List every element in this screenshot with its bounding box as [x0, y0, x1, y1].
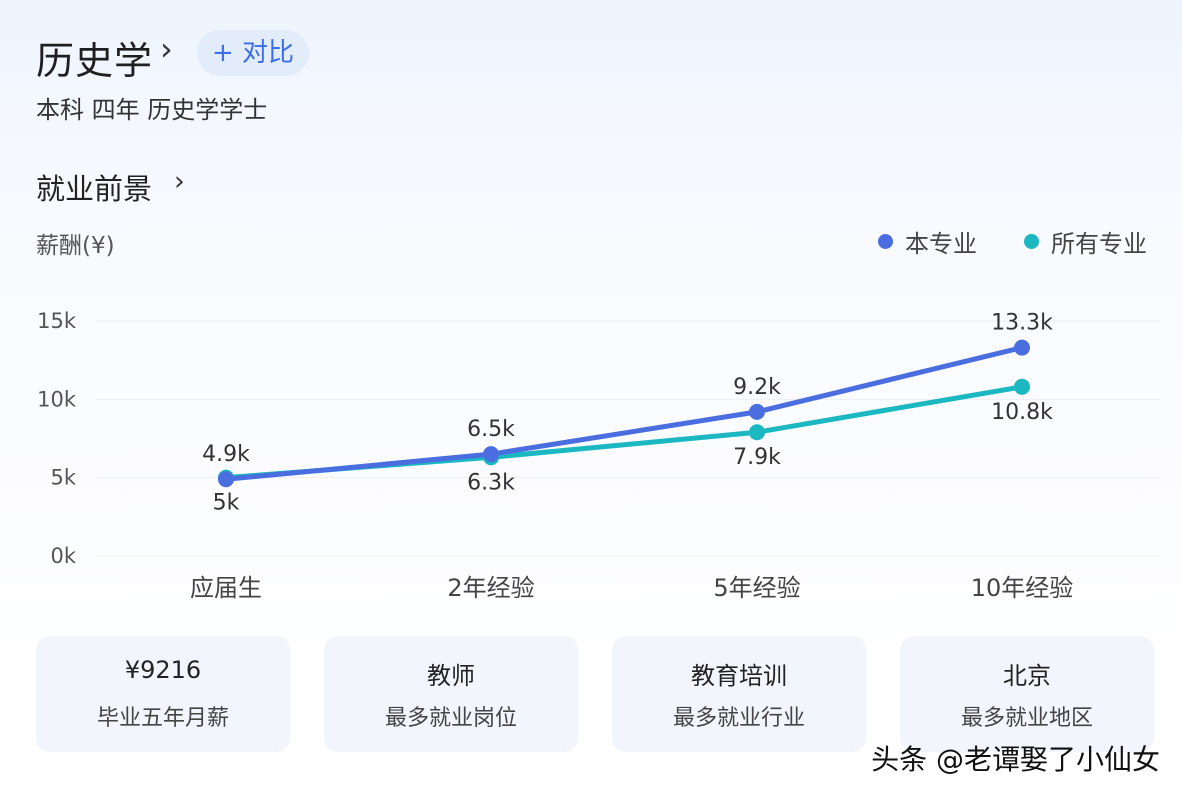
- watermark: 头条 @老谭娶了小仙女: [871, 743, 1160, 776]
- series-line-this-major: [223, 345, 1025, 482]
- data-point: [749, 424, 765, 441]
- data-point: [1014, 339, 1030, 356]
- data-point: [483, 446, 499, 463]
- degree-info: 本科 四年 历史学学士: [36, 96, 268, 124]
- x-tick-label: 应届生: [190, 574, 262, 602]
- legend-label: 本专业: [905, 230, 977, 258]
- data-label: 7.9k: [733, 445, 781, 470]
- data-label: 9.2k: [733, 375, 781, 400]
- data-label: 6.5k: [467, 417, 515, 442]
- x-tick-label: 2年经验: [447, 574, 534, 602]
- y-tick-label: 10k: [37, 387, 77, 411]
- data-point: [218, 471, 234, 488]
- card-label: 最多就业行业: [672, 706, 805, 731]
- stat-card-salary[interactable]: ¥9216 毕业五年月薪: [36, 636, 290, 752]
- legend-dot-icon: [878, 234, 893, 249]
- salary-line-chart: 0k 5k 10k 15k 应届生 2年经验 5年经验 10年经验 4.9k 6.5k 9.2k 13…: [37, 309, 1160, 602]
- legend-item-all-majors[interactable]: 所有专业: [1024, 224, 1147, 259]
- y-tick-label: 0k: [50, 544, 76, 568]
- y-axis-label: 薪酬(¥): [36, 233, 115, 259]
- legend-item-this-major[interactable]: 本专业: [878, 224, 977, 259]
- major-title[interactable]: 历史学: [36, 39, 154, 83]
- stat-card-region[interactable]: 北京 最多就业地区: [900, 636, 1154, 752]
- data-label: 6.3k: [467, 470, 515, 495]
- card-label: 毕业五年月薪: [96, 706, 229, 731]
- legend-dot-icon: [1024, 234, 1039, 249]
- y-tick-label: 15k: [37, 309, 77, 333]
- data-label: 13.3k: [991, 311, 1053, 336]
- y-tick-label: 5k: [50, 466, 76, 490]
- x-tick-label: 10年经验: [971, 574, 1074, 602]
- card-value: 北京: [1003, 662, 1051, 690]
- chevron-right-icon[interactable]: ›: [160, 30, 173, 68]
- stat-card-position[interactable]: 教师 最多就业岗位: [324, 636, 578, 752]
- card-value: 教育培训: [691, 662, 787, 690]
- card-label: 最多就业岗位: [384, 706, 517, 731]
- data-label: 4.9k: [202, 442, 250, 467]
- data-point: [749, 403, 765, 420]
- chevron-right-icon[interactable]: ›: [174, 166, 185, 197]
- legend-label: 所有专业: [1051, 230, 1147, 258]
- data-point: [1014, 378, 1030, 395]
- card-value: ¥9216: [124, 656, 202, 684]
- card-value: 教师: [427, 662, 475, 690]
- compare-button[interactable]: + 对比: [197, 30, 309, 76]
- stat-card-industry[interactable]: 教育培训 最多就业行业: [612, 636, 866, 752]
- card-label: 最多就业地区: [960, 706, 1093, 731]
- data-label: 5k: [213, 491, 240, 516]
- x-tick-label: 5年经验: [713, 574, 800, 602]
- section-title-employment[interactable]: 就业前景: [36, 172, 153, 206]
- data-label: 10.8k: [991, 400, 1053, 425]
